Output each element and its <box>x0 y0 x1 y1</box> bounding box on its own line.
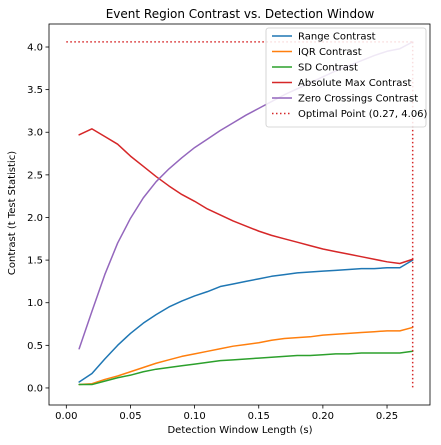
y-tick-label: 1.0 <box>27 298 43 309</box>
legend: Range Contrast IQR Contrast SD Contrast Abs… <box>266 28 428 127</box>
x-tick-label: 0.25 <box>376 411 398 422</box>
y-tick-label: 1.5 <box>27 256 43 267</box>
x-axis-label: Detection Window Length (s) <box>167 425 312 436</box>
legend-label: Range Contrast <box>298 32 376 43</box>
legend-label: SD Contrast <box>298 63 358 74</box>
legend-label: IQR Contrast <box>298 47 362 58</box>
x-tick-label: 0.20 <box>312 411 334 422</box>
series-line-3 <box>79 129 413 264</box>
y-tick-label: 3.5 <box>27 85 43 96</box>
y-tick-label: 3.0 <box>27 128 43 139</box>
chart-title: Event Region Contrast vs. Detection Wind… <box>106 7 375 21</box>
series-line-0 <box>79 260 413 382</box>
y-tick-label: 0.0 <box>27 383 43 394</box>
y-tick-label: 2.5 <box>27 170 43 181</box>
x-tick-label: 0.00 <box>55 411 77 422</box>
y-tick-label: 4.0 <box>27 43 43 54</box>
series-line-2 <box>79 351 413 384</box>
legend-label: Absolute Max Contrast <box>298 78 412 89</box>
y-tick-label: 2.0 <box>27 213 43 224</box>
legend-label: Zero Crossings Contrast <box>298 94 418 105</box>
legend-label: Optimal Point (0.27, 4.06) <box>298 109 428 120</box>
x-tick-label: 0.05 <box>119 411 141 422</box>
x-tick-label: 0.15 <box>248 411 270 422</box>
y-tick-label: 0.5 <box>27 341 43 352</box>
x-tick-label: 0.10 <box>183 411 205 422</box>
y-axis-label: Contrast (t Test Statistic) <box>7 151 18 275</box>
